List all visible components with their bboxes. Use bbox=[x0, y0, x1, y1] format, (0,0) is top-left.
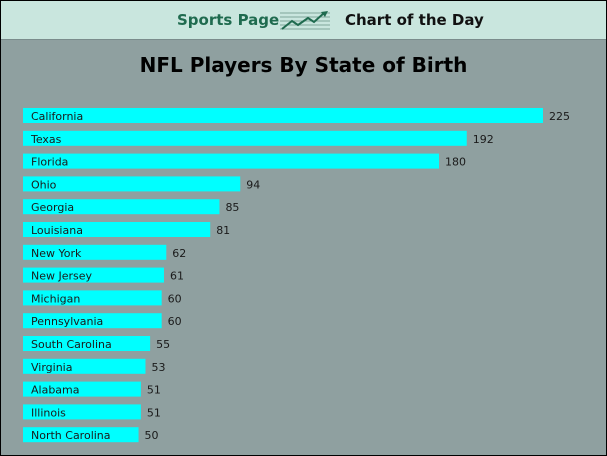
value-label: 60 bbox=[168, 315, 182, 328]
brand-name: Sports Page bbox=[177, 11, 280, 29]
bar-new-jersey bbox=[23, 267, 164, 283]
category-label: Illinois bbox=[31, 406, 66, 419]
value-label: 225 bbox=[549, 110, 570, 123]
category-label: South Carolina bbox=[31, 338, 112, 351]
bar-california bbox=[23, 108, 543, 123]
value-label: 81 bbox=[216, 224, 230, 237]
bar-virginia bbox=[23, 358, 146, 374]
value-label: 50 bbox=[145, 429, 159, 442]
value-label: 51 bbox=[147, 406, 161, 419]
bar-south-carolina bbox=[23, 336, 151, 351]
category-label: Alabama bbox=[31, 384, 80, 397]
chart-of-the-day-label: Chart of the Day bbox=[345, 11, 484, 29]
category-label: New York bbox=[31, 247, 82, 260]
category-label: Florida bbox=[31, 156, 68, 169]
category-label: Georgia bbox=[31, 201, 74, 214]
chart-title: NFL Players By State of Birth bbox=[139, 53, 468, 77]
bar-illinois bbox=[23, 404, 141, 420]
category-label: North Carolina bbox=[31, 429, 111, 442]
category-label: Virginia bbox=[31, 361, 72, 374]
bar-florida bbox=[23, 153, 439, 169]
value-label: 62 bbox=[172, 247, 186, 260]
bar-ohio bbox=[23, 176, 241, 192]
category-label: Louisiana bbox=[31, 224, 83, 237]
bar-north-carolina bbox=[23, 427, 139, 443]
value-label: 61 bbox=[170, 270, 184, 283]
value-label: 94 bbox=[246, 178, 260, 191]
category-label: Texas bbox=[30, 133, 62, 146]
category-label: Michigan bbox=[31, 292, 80, 305]
header-banner: Sports Page Chart of the Day bbox=[1, 1, 606, 40]
value-label: 51 bbox=[147, 384, 161, 397]
category-label: New Jersey bbox=[31, 270, 93, 283]
bar-pennsylvania bbox=[23, 313, 162, 329]
trend-chart-icon bbox=[280, 9, 330, 33]
category-label: Ohio bbox=[31, 178, 57, 191]
value-label: 60 bbox=[168, 292, 182, 305]
value-label: 53 bbox=[151, 361, 165, 374]
value-label: 180 bbox=[445, 156, 466, 169]
bar-new-york bbox=[23, 244, 167, 260]
bar-georgia bbox=[23, 199, 220, 215]
category-label: California bbox=[31, 110, 83, 123]
value-label: 55 bbox=[156, 338, 170, 351]
bar-louisiana bbox=[23, 222, 211, 237]
value-label: 85 bbox=[225, 201, 239, 214]
bar-alabama bbox=[23, 381, 141, 397]
bar-texas bbox=[23, 130, 467, 146]
bar-michigan bbox=[23, 290, 162, 306]
category-label: Pennsylvania bbox=[31, 315, 103, 328]
value-label: 192 bbox=[473, 133, 494, 146]
